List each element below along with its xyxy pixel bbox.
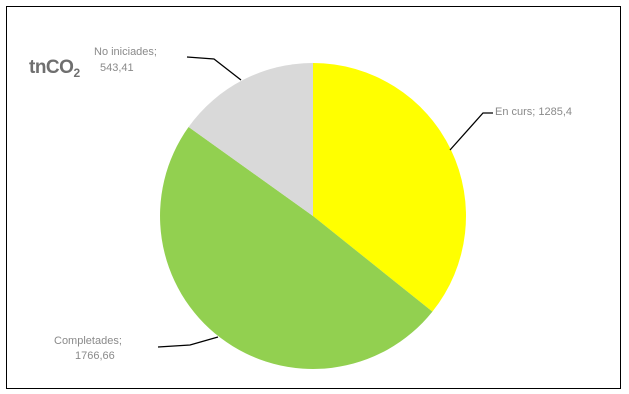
pie-slices xyxy=(160,62,467,369)
slice-label-no-iniciades-line1: No iniciades; xyxy=(94,46,157,58)
unit-label-subscript: 2 xyxy=(73,66,80,80)
pie-chart: En curs; 1285,4 Completades; 1766,66 No … xyxy=(54,46,572,369)
pie-slice-no-iniciades xyxy=(188,62,313,217)
pie-slice-en-curs xyxy=(313,63,467,312)
leader-line-completades xyxy=(157,336,219,348)
slice-label-completades-line2: 1766,66 xyxy=(75,350,115,362)
leader-line-en-curs xyxy=(449,112,493,151)
slice-label-en-curs: En curs; 1285,4 xyxy=(495,106,572,118)
unit-label: tnCO2 xyxy=(29,57,80,80)
unit-label-main: tnCO xyxy=(29,57,74,78)
chart-frame: tnCO2 En curs; 1285,4 Completades; 1766,… xyxy=(6,6,621,389)
slice-label-no-iniciades-line2: 543,41 xyxy=(100,62,134,74)
chart-area: tnCO2 En curs; 1285,4 Completades; 1766,… xyxy=(7,7,620,388)
slice-label-completades-line1: Completades; xyxy=(54,335,122,347)
leader-line-no-iniciades xyxy=(186,56,242,81)
pie-slice-completades xyxy=(160,126,433,369)
